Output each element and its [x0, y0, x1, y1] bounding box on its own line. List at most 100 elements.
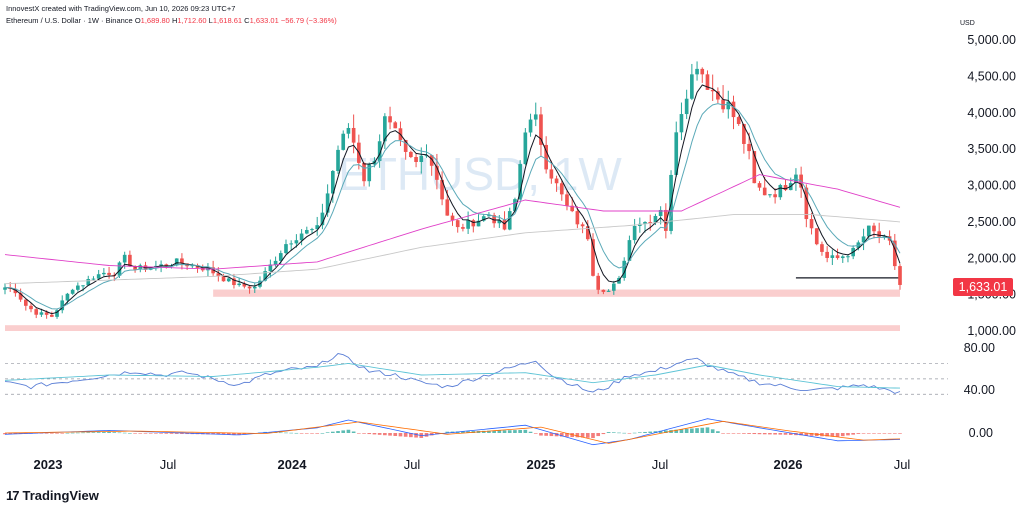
candle-body	[716, 91, 720, 100]
candle-body	[138, 265, 143, 270]
candle	[247, 285, 252, 294]
macd-histogram-bar	[892, 433, 897, 434]
macd-histogram-bar	[778, 433, 783, 435]
candle	[809, 212, 814, 235]
price-tick-label: 4,500.00	[967, 69, 1016, 83]
candle	[471, 218, 476, 233]
candle	[544, 136, 548, 174]
candle-body	[575, 211, 580, 225]
macd-histogram-bar	[330, 431, 335, 433]
candle-body	[159, 264, 163, 266]
macd-histogram-bar	[861, 433, 866, 434]
candle-body	[778, 185, 783, 198]
candle	[180, 253, 184, 270]
macd-histogram-bar	[466, 431, 470, 433]
candle	[461, 223, 465, 232]
macd-histogram-bar	[835, 433, 840, 437]
candle	[627, 235, 632, 261]
macd-histogram-bar	[60, 433, 65, 434]
macd-histogram-bar	[617, 432, 621, 434]
candle-body	[601, 289, 606, 292]
macd-histogram-bar	[898, 433, 902, 434]
candle	[632, 218, 637, 244]
macd-histogram-bar	[112, 432, 117, 433]
candle	[846, 254, 850, 263]
macd-histogram-bar	[481, 430, 486, 433]
h-label: H	[171, 16, 178, 25]
candle	[778, 183, 783, 200]
candle	[91, 276, 96, 281]
macd-histogram-bar	[278, 432, 283, 434]
candle-body	[632, 225, 637, 241]
macd-histogram-bar	[216, 433, 221, 435]
tradingview-wordmark: TradingView	[22, 488, 99, 503]
candle-body	[466, 220, 470, 229]
macd-histogram-bar	[70, 432, 75, 434]
last-price-label[interactable]: 1,633.01	[953, 278, 1013, 296]
candle-body	[481, 216, 486, 221]
candle	[268, 259, 273, 278]
candle-body	[783, 185, 788, 191]
o-label: O	[134, 16, 141, 25]
candle-body	[554, 178, 559, 184]
macd-histogram-bar	[851, 433, 855, 435]
macd-histogram-bar	[887, 433, 892, 434]
macd-histogram-bar	[55, 433, 59, 434]
price-tick-label: 3,500.00	[967, 142, 1016, 156]
candle-body	[627, 240, 632, 261]
macd-histogram-bar	[164, 433, 169, 434]
candle-body	[752, 151, 757, 184]
candle-body	[476, 220, 481, 227]
macd-histogram-bar	[497, 430, 502, 433]
candle-body	[128, 254, 132, 267]
macd-histogram-bar	[325, 432, 330, 433]
candle	[872, 222, 876, 239]
candle-body	[487, 215, 491, 217]
rsi-ma-line	[4, 362, 901, 389]
candle	[768, 194, 772, 198]
candle	[518, 160, 522, 201]
candle	[559, 180, 564, 201]
time-tick-label: Jul	[894, 457, 911, 472]
candle	[336, 145, 340, 174]
candle	[377, 134, 382, 168]
macd-histogram-bar	[726, 433, 731, 434]
change-value: −56.79 (−3.36%)	[280, 16, 337, 25]
candle	[419, 147, 424, 174]
macd-histogram-bar	[799, 433, 803, 436]
macd-histogram-bar	[736, 433, 741, 434]
candle-body	[606, 290, 611, 292]
candle	[757, 181, 762, 191]
candle	[39, 308, 44, 317]
price-tick-label: 5,000.00	[967, 33, 1016, 47]
macd-histogram-bar	[762, 433, 767, 435]
candle-body	[174, 258, 179, 266]
chart-credit: InnovestX created with TradingView.com, …	[6, 4, 236, 13]
macd-histogram-bar	[50, 433, 54, 434]
candle	[304, 226, 309, 235]
candle	[762, 176, 767, 196]
candle-body	[351, 127, 356, 143]
candle	[424, 144, 429, 158]
candle	[96, 269, 101, 281]
candle-body	[877, 231, 882, 237]
candle-body	[190, 265, 195, 267]
candle	[716, 87, 720, 104]
candle-body	[29, 305, 33, 310]
macd-signal-line	[4, 420, 901, 444]
candle-body	[492, 215, 496, 224]
candle-body	[440, 179, 444, 200]
candle-body	[664, 209, 668, 231]
price-axis: 5,000.00 4,500.00 4,000.00 3,500.00 3,000.00…	[964, 33, 1016, 440]
tradingview-logo[interactable]: 17 TradingView	[6, 488, 99, 503]
macd-histogram-bar	[487, 430, 491, 433]
candle-body	[268, 264, 273, 272]
candle-body	[278, 253, 283, 261]
macd-histogram-bar	[580, 433, 585, 438]
candle-body	[809, 219, 814, 229]
candle-body	[736, 117, 741, 124]
candle-body	[242, 283, 247, 287]
candle-body	[310, 229, 314, 231]
candle	[362, 162, 366, 187]
